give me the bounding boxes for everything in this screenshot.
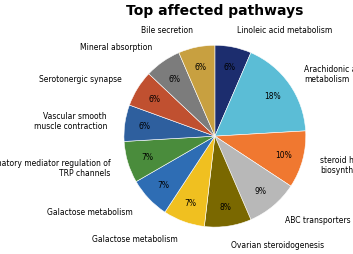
Text: 7%: 7% — [141, 152, 153, 161]
Wedge shape — [215, 46, 251, 137]
Title: Top affected pathways: Top affected pathways — [126, 4, 304, 18]
Wedge shape — [215, 53, 306, 137]
Text: 6%: 6% — [139, 122, 151, 131]
Text: 6%: 6% — [223, 63, 235, 72]
Text: 6%: 6% — [195, 63, 207, 72]
Text: 6%: 6% — [168, 74, 180, 83]
Wedge shape — [124, 137, 215, 182]
Wedge shape — [165, 137, 215, 227]
Text: 7%: 7% — [185, 199, 197, 208]
Text: Galactose metabolism: Galactose metabolism — [47, 207, 136, 216]
Wedge shape — [149, 53, 215, 137]
Wedge shape — [136, 137, 215, 212]
Text: Arachidonic acid
metabolism: Arachidonic acid metabolism — [304, 65, 353, 84]
Text: 8%: 8% — [219, 202, 231, 211]
Wedge shape — [215, 137, 291, 220]
Text: Mineral absorption: Mineral absorption — [80, 43, 152, 52]
Wedge shape — [179, 46, 215, 137]
Text: ABC transporters: ABC transporters — [285, 215, 351, 224]
Wedge shape — [130, 74, 215, 137]
Wedge shape — [204, 137, 251, 227]
Text: Linoleic acid metabolism: Linoleic acid metabolism — [237, 26, 332, 35]
Text: Ovarian steroidogenesis: Ovarian steroidogenesis — [231, 240, 324, 249]
Wedge shape — [215, 131, 306, 186]
Text: Inflammatory mediator regulation of
TRP channels: Inflammatory mediator regulation of TRP … — [0, 158, 110, 178]
Text: 7%: 7% — [157, 181, 169, 189]
Wedge shape — [124, 106, 215, 142]
Text: 9%: 9% — [255, 186, 267, 195]
Text: 6%: 6% — [149, 95, 161, 104]
Text: steroid hormone
biosynthesis: steroid hormone biosynthesis — [320, 155, 353, 174]
Text: Bile secretion: Bile secretion — [141, 26, 193, 35]
Text: 10%: 10% — [275, 150, 292, 160]
Text: Galactose metabolism: Galactose metabolism — [92, 234, 178, 243]
Text: Vascular smooth
muscle contraction: Vascular smooth muscle contraction — [34, 111, 107, 131]
Text: Serotonergic synapse: Serotonergic synapse — [39, 75, 122, 84]
Text: 18%: 18% — [265, 92, 281, 101]
